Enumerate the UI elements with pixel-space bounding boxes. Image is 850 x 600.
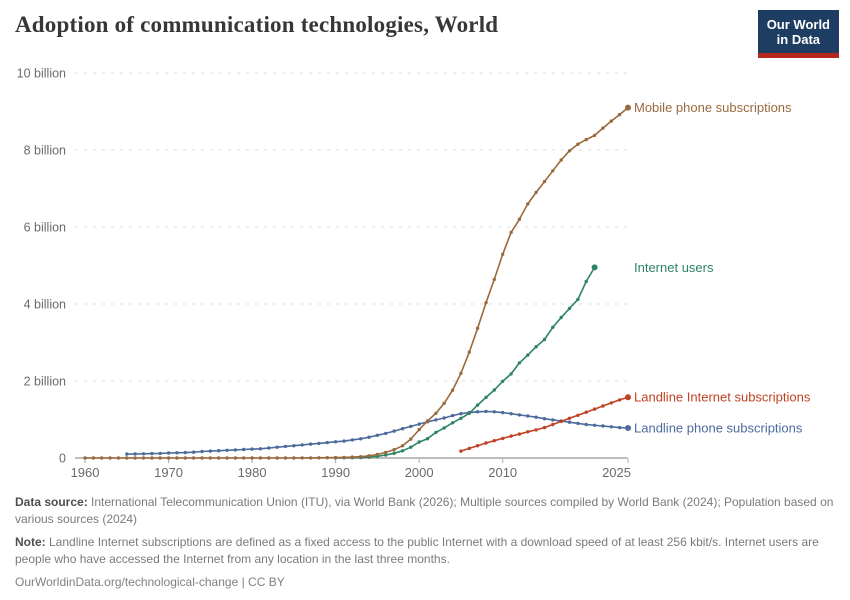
note-text: Note: Landline Internet subscriptions ar… bbox=[15, 535, 819, 566]
data-source-label: Data source: bbox=[15, 495, 88, 509]
x-axis-tick-label: 1960 bbox=[71, 465, 100, 480]
y-axis-tick-label: 2 billion bbox=[24, 375, 66, 389]
page-title: Adoption of communication technologies, … bbox=[15, 12, 499, 37]
x-axis-tick-label: 2025 bbox=[602, 465, 631, 480]
series-label-landline-phone-subscriptions: Landline phone subscriptions bbox=[634, 420, 803, 435]
series-end-dot-mobile-phone-subscriptions bbox=[625, 104, 631, 111]
note-label: Note: bbox=[15, 535, 46, 550]
y-axis-tick-label: 0 bbox=[59, 452, 66, 466]
x-axis-tick-label: 1990 bbox=[321, 465, 350, 480]
series-end-dot-landline-internet-subscriptions bbox=[625, 394, 631, 401]
x-axis-tick-label: 2000 bbox=[405, 465, 434, 480]
x-axis-tick-label: 1980 bbox=[238, 465, 267, 480]
series-label-landline-internet-subscriptions: Landline Internet subscriptions bbox=[634, 390, 811, 405]
x-axis-tick-label: 1970 bbox=[154, 465, 183, 480]
series-end-dot-landline-phone-subscriptions bbox=[625, 425, 631, 431]
series-points-landline-phone-subscriptions bbox=[125, 409, 630, 456]
x-axis-tick-label: 2010 bbox=[488, 465, 517, 480]
y-axis-tick-label: 6 billion bbox=[24, 221, 66, 235]
owid-logo-line2: in Data bbox=[776, 32, 821, 48]
series-label-internet-users: Internet users bbox=[634, 260, 714, 275]
y-axis-tick-label: 8 billion bbox=[24, 144, 66, 158]
y-axis-tick-label: 4 billion bbox=[24, 298, 66, 312]
series-points-landline-internet-subscriptions bbox=[459, 395, 630, 453]
data-source-text: Data source: International Telecommunica… bbox=[15, 495, 834, 526]
owid-logo[interactable]: Our World in Data bbox=[757, 10, 839, 58]
series-label-mobile-phone-subscriptions: Mobile phone subscriptions bbox=[634, 100, 792, 115]
owid-logo-line1: Our World bbox=[766, 17, 830, 32]
chart-footer: Data source: International Telecommunica… bbox=[15, 494, 835, 598]
series-points-mobile-phone-subscriptions bbox=[83, 105, 630, 460]
citation-link[interactable]: OurWorldinData.org/technological-change … bbox=[15, 575, 285, 590]
series-line-mobile-phone-subscriptions bbox=[84, 106, 629, 459]
series-end-dot-internet-users bbox=[591, 264, 598, 271]
chart-canvas: 10 billion 8 billion 6 billion 4 billion 2 b… bbox=[17, 67, 811, 481]
y-axis-tick-label: 10 billion bbox=[17, 67, 66, 81]
series-line-landline-phone-subscriptions bbox=[126, 410, 629, 455]
